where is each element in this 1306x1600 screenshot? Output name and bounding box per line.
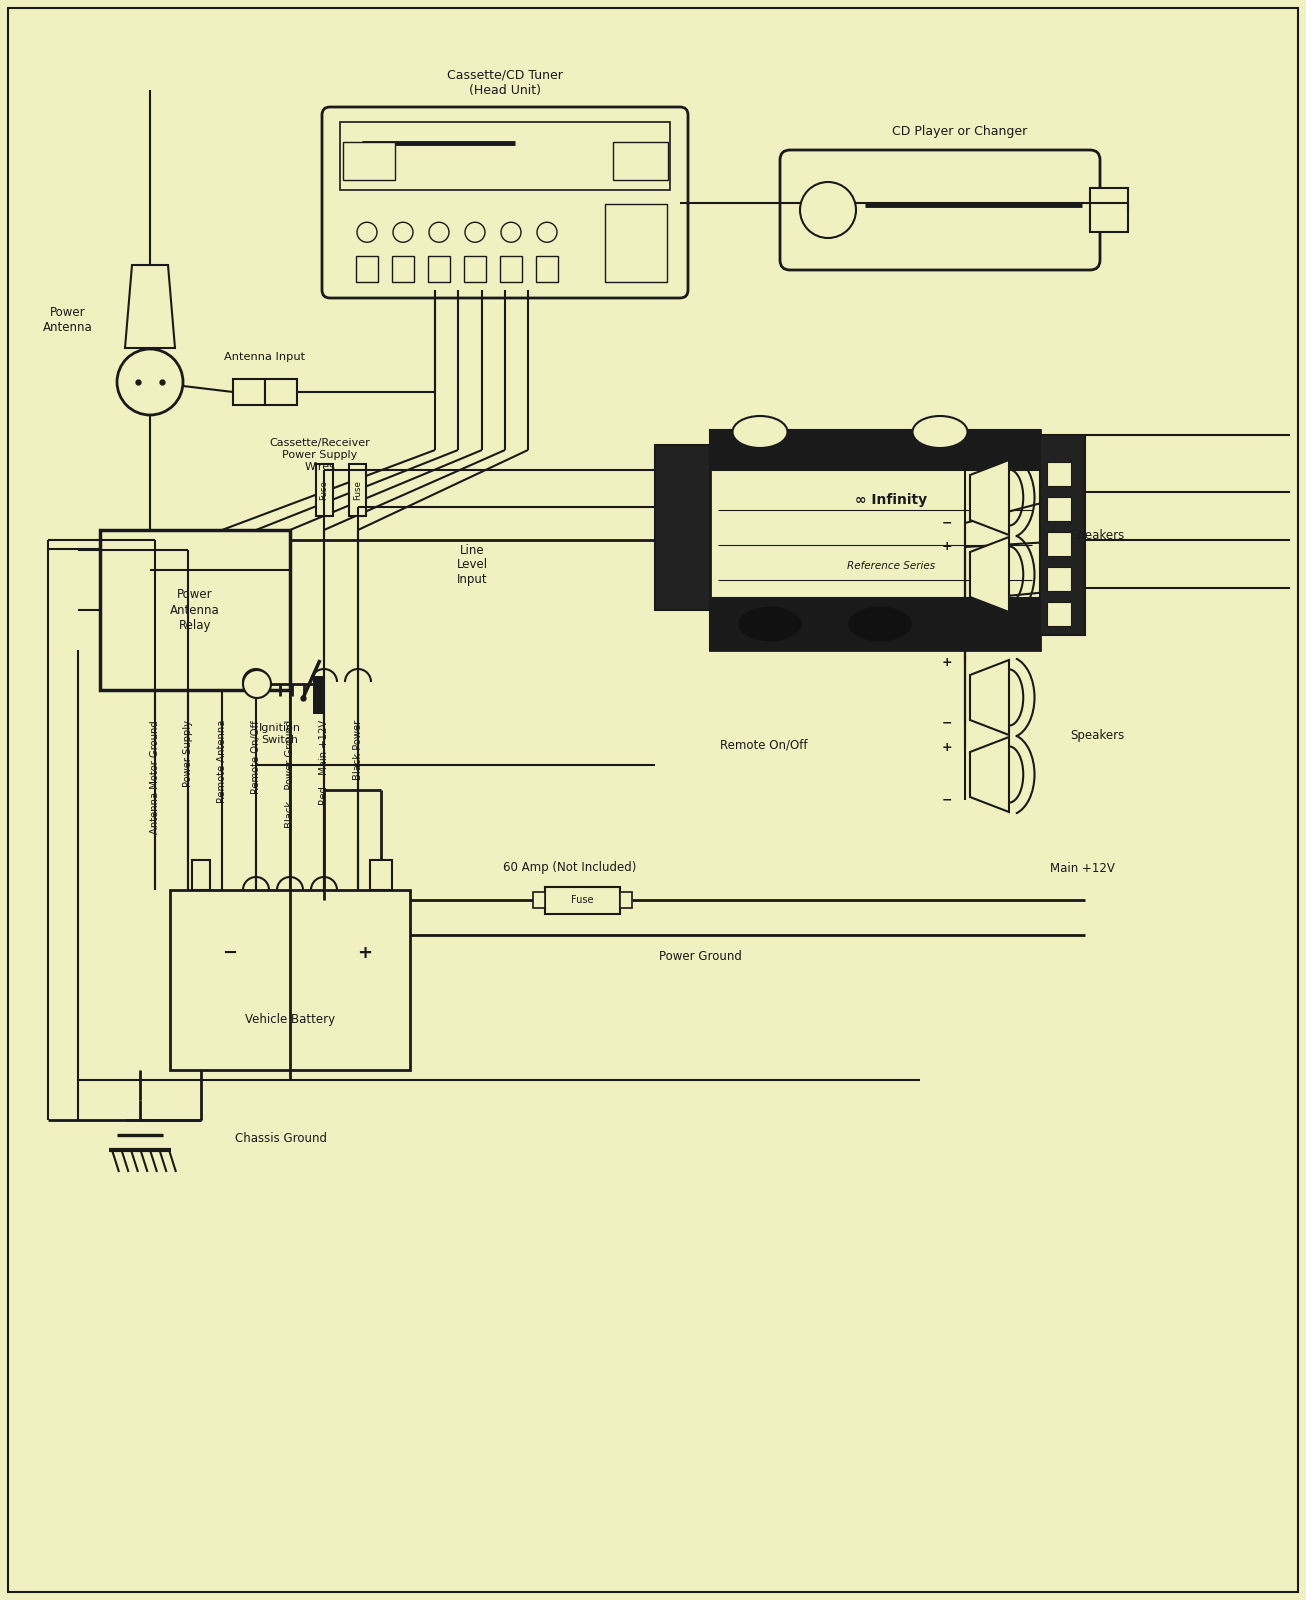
Bar [710, 598, 1040, 650]
Text: +: + [942, 456, 952, 469]
Polygon shape [970, 659, 1010, 734]
Text: −: − [942, 517, 952, 530]
Circle shape [537, 222, 556, 242]
Text: Remote On/Off: Remote On/Off [251, 720, 261, 794]
Bar [265, 379, 296, 405]
Text: Cassette/Receiver
Power Supply
Wires: Cassette/Receiver Power Supply Wires [269, 438, 371, 472]
Bar [316, 464, 333, 515]
Ellipse shape [848, 606, 913, 642]
Bar [710, 430, 1040, 650]
FancyBboxPatch shape [323, 107, 688, 298]
Text: Line
Level
Input: Line Level Input [456, 544, 487, 587]
Bar [1091, 187, 1128, 232]
Polygon shape [125, 266, 175, 349]
Text: Cassette/CD Tuner
(Head Unit): Cassette/CD Tuner (Head Unit) [447, 69, 563, 98]
Bar [343, 142, 394, 179]
Text: Antenna Motor Ground: Antenna Motor Ground [150, 720, 161, 834]
Text: +: + [942, 541, 952, 554]
Bar [1047, 566, 1071, 590]
Bar [428, 256, 451, 282]
Text: Power Supply: Power Supply [183, 720, 193, 787]
Circle shape [357, 222, 377, 242]
Text: Speakers: Speakers [1070, 728, 1124, 741]
Ellipse shape [738, 606, 802, 642]
Text: Fuse: Fuse [571, 894, 594, 906]
Text: −: − [942, 717, 952, 730]
Bar [313, 675, 323, 714]
Bar [340, 122, 670, 190]
Text: Main +12V: Main +12V [1050, 861, 1115, 875]
Circle shape [243, 670, 272, 698]
Bar [710, 430, 1040, 470]
Text: Vehicle Battery: Vehicle Battery [246, 1013, 336, 1026]
Bar [545, 886, 620, 914]
Bar [1047, 498, 1071, 522]
Text: +: + [942, 741, 952, 754]
Text: Antenna Input: Antenna Input [225, 352, 306, 362]
Circle shape [801, 182, 855, 238]
Ellipse shape [913, 416, 968, 448]
Text: Fuse: Fuse [320, 480, 329, 499]
Text: Red – Main +12V: Red – Main +12V [319, 720, 329, 805]
Bar [613, 142, 667, 179]
Bar [170, 890, 410, 1070]
Bar [232, 379, 265, 405]
Bar [1047, 602, 1071, 626]
Text: Power Ground: Power Ground [658, 950, 742, 963]
Bar [464, 256, 486, 282]
Bar [533, 893, 545, 909]
Bar [101, 530, 290, 690]
Circle shape [118, 349, 183, 414]
Bar [500, 256, 522, 282]
Text: 60 Amp (Not Included): 60 Amp (Not Included) [503, 861, 637, 875]
Bar [656, 445, 710, 610]
Bar [605, 203, 667, 282]
Text: Speakers: Speakers [1070, 528, 1124, 541]
Bar [192, 861, 210, 890]
Circle shape [428, 222, 449, 242]
Circle shape [393, 222, 413, 242]
Bar [350, 464, 367, 515]
Text: Ignition
Switch: Ignition Switch [259, 723, 300, 744]
Bar [1040, 435, 1085, 635]
Text: Remote Antenna: Remote Antenna [217, 720, 227, 803]
Bar [392, 256, 414, 282]
Polygon shape [970, 738, 1010, 813]
Text: Black – Power Ground: Black – Power Ground [285, 720, 295, 829]
Ellipse shape [733, 416, 788, 448]
Bar [620, 893, 632, 909]
Text: −: − [942, 594, 952, 606]
Text: +: + [358, 944, 372, 962]
Bar [370, 861, 392, 890]
Text: Chassis Ground: Chassis Ground [235, 1131, 326, 1144]
Text: +: + [942, 656, 952, 669]
Text: Power
Antenna: Power Antenna [43, 306, 93, 334]
Bar [1047, 531, 1071, 557]
Text: −: − [942, 794, 952, 806]
Bar [535, 256, 558, 282]
Polygon shape [970, 461, 1010, 534]
Text: Remote On/Off: Remote On/Off [720, 739, 807, 752]
Bar [357, 256, 377, 282]
Text: Black Power: Black Power [353, 720, 363, 781]
Circle shape [502, 222, 521, 242]
Text: ∞ Infinity: ∞ Infinity [855, 493, 927, 507]
Bar [1047, 462, 1071, 486]
Text: Fuse: Fuse [354, 480, 363, 499]
Text: CD Player or Changer: CD Player or Changer [892, 125, 1028, 139]
Text: Reference Series: Reference Series [848, 562, 935, 571]
FancyBboxPatch shape [780, 150, 1100, 270]
Text: Power
Antenna
Relay: Power Antenna Relay [170, 589, 219, 632]
Text: −: − [222, 944, 238, 962]
Polygon shape [970, 538, 1010, 611]
Circle shape [465, 222, 485, 242]
